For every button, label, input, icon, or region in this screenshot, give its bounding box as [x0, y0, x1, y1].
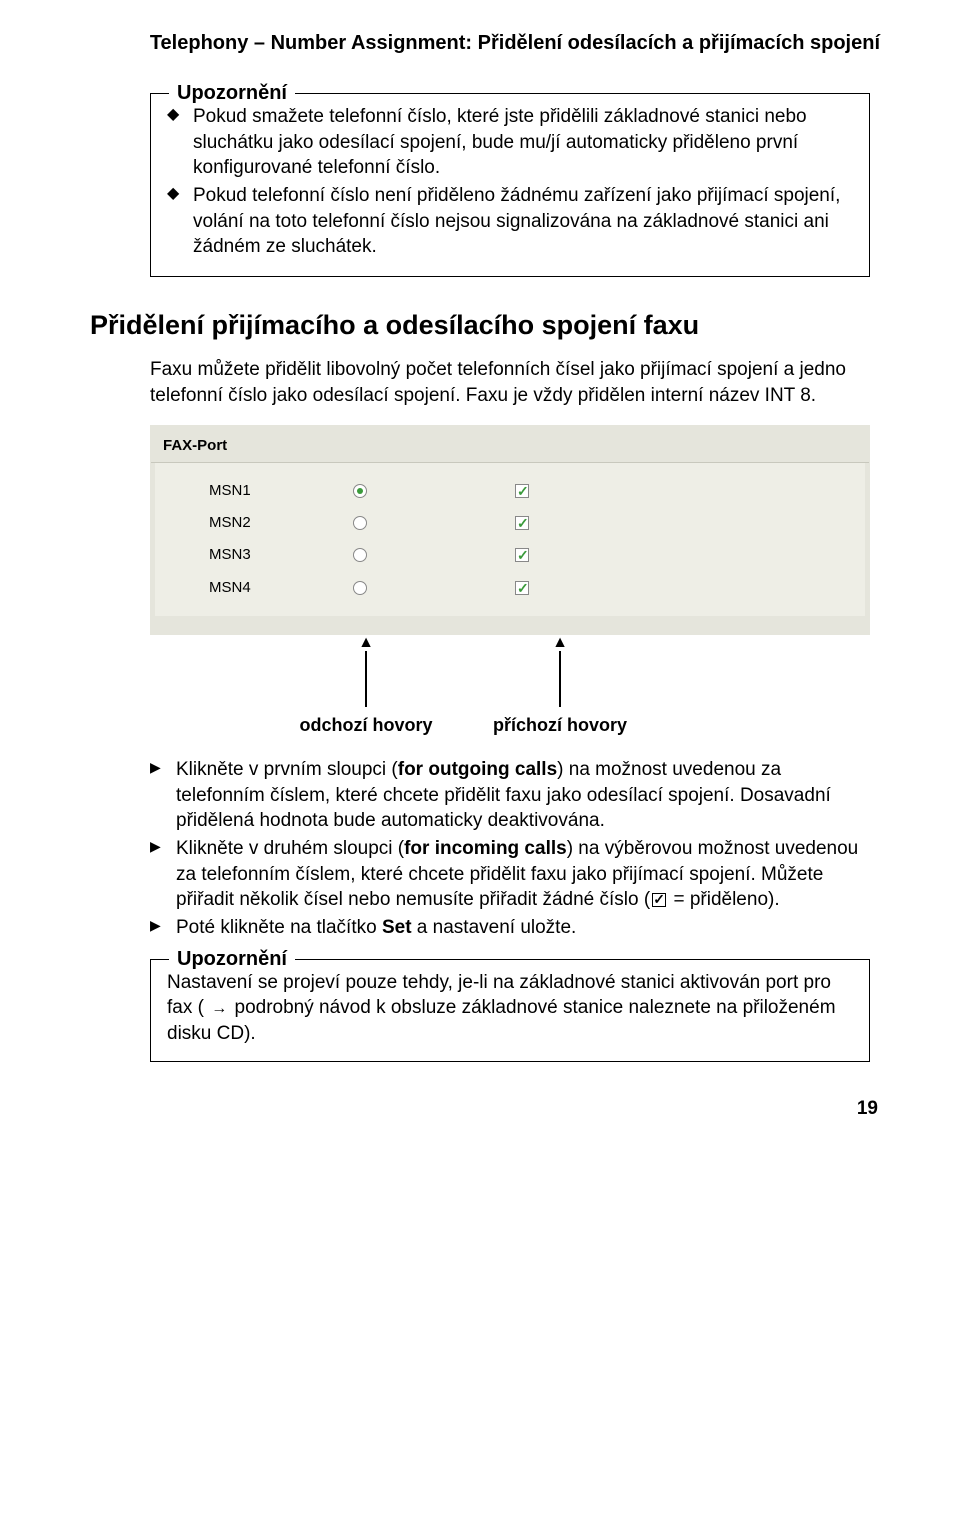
- page-number: 19: [90, 1096, 878, 1122]
- arrow-up-icon: ▲: [358, 635, 374, 651]
- radio-msn1[interactable]: [353, 484, 367, 498]
- fax-port-title: FAX-Port: [151, 436, 869, 463]
- fax-row: MSN2: [155, 507, 865, 539]
- checkbox-msn1[interactable]: [515, 484, 529, 498]
- fax-row: MSN1: [155, 475, 865, 507]
- instruction-item: Klikněte v prvním sloupci (for outgoing …: [150, 757, 870, 834]
- notice-title-1: Upozornění: [169, 80, 295, 107]
- radio-msn4[interactable]: [353, 581, 367, 595]
- checkbox-msn2[interactable]: [515, 516, 529, 530]
- fax-row: MSN3: [155, 539, 865, 571]
- notice-box-2: Upozornění Nastavení se projeví pouze te…: [150, 959, 870, 1062]
- fax-port-body: MSN1 MSN2 MSN3 MSN4: [155, 463, 865, 616]
- notice-box-1: Upozornění Pokud smažete telefonní číslo…: [150, 93, 870, 277]
- page-header: Telephony – Number Assignment: Přidělení…: [90, 30, 880, 57]
- notice-2-text: Nastavení se projeví pouze tehdy, je-li …: [167, 970, 853, 1047]
- fax-label: MSN2: [155, 513, 315, 533]
- arrow-up-icon: ▲: [552, 635, 568, 651]
- radio-msn3[interactable]: [353, 548, 367, 562]
- arrow-labels-row: ▲ odchozí hovory ▲ příchozí hovory: [150, 635, 870, 737]
- arrow-stem: [559, 651, 561, 707]
- instruction-item: Klikněte v druhém sloupci (for incoming …: [150, 836, 870, 913]
- fax-label: MSN1: [155, 481, 315, 501]
- inline-check-icon: [652, 893, 666, 907]
- fax-row: MSN4: [155, 572, 865, 604]
- outgoing-label: odchozí hovory: [299, 713, 432, 737]
- arrow-stem: [365, 651, 367, 707]
- notice-title-2: Upozornění: [169, 946, 295, 973]
- section-title: Přidělení přijímacího a odesílacího spoj…: [90, 307, 870, 343]
- checkbox-msn3[interactable]: [515, 548, 529, 562]
- arrow-right-icon: →: [211, 1000, 227, 1017]
- instruction-item: Poté klikněte na tlačítko Set a nastaven…: [150, 915, 870, 941]
- notice-1-list: Pokud smažete telefonní číslo, které jst…: [167, 104, 853, 260]
- instructions-block: Klikněte v prvním sloupci (for outgoing …: [150, 757, 870, 940]
- fax-label: MSN3: [155, 545, 315, 565]
- checkbox-msn4[interactable]: [515, 581, 529, 595]
- notice-1-item: Pokud smažete telefonní číslo, které jst…: [167, 104, 853, 181]
- fax-label: MSN4: [155, 578, 315, 598]
- section-paragraph: Faxu můžete přidělit libovolný počet tel…: [150, 357, 870, 408]
- incoming-label: příchozí hovory: [493, 713, 627, 737]
- fax-port-screenshot: FAX-Port MSN1 MSN2 MSN3 MSN4: [150, 425, 870, 635]
- notice-1-item: Pokud telefonní číslo není přiděleno žád…: [167, 183, 853, 260]
- radio-msn2[interactable]: [353, 516, 367, 530]
